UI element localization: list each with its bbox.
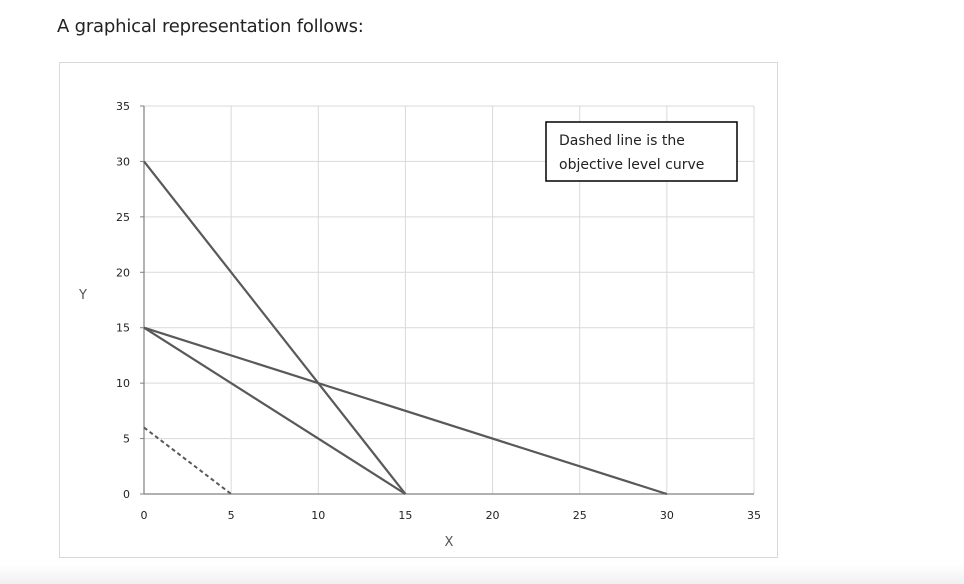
x-tick-label: 25 — [573, 509, 587, 522]
annotation-line-1: Dashed line is the — [559, 133, 685, 149]
y-tick-label: 10 — [116, 377, 130, 390]
constraint-line-3 — [143, 326, 407, 495]
x-tick-label: 20 — [486, 509, 500, 522]
intro-text: A graphical representation follows: — [57, 16, 364, 37]
series-layer — [143, 160, 668, 496]
y-tick-label: 30 — [116, 155, 130, 168]
y-tick-label: 20 — [116, 266, 130, 279]
constraint-line-1 — [143, 160, 407, 495]
annotation-line-2: objective level curve — [559, 157, 704, 173]
y-axis-title: Y — [78, 288, 87, 303]
axes-layer — [140, 105, 754, 495]
y-tick-label: 5 — [123, 433, 130, 446]
x-tick-label: 30 — [660, 509, 674, 522]
annotation-box: Dashed line is the objective level curve — [545, 121, 738, 182]
objective-level-curve-line — [143, 426, 232, 495]
y-tick-label: 35 — [116, 100, 130, 113]
annotation-border — [545, 121, 738, 182]
y-tick-label: 0 — [123, 488, 130, 501]
x-tick-label: 5 — [228, 509, 235, 522]
y-tick-label: 25 — [116, 211, 130, 224]
x-tick-label: 35 — [747, 509, 761, 522]
x-tick-label: 15 — [398, 509, 412, 522]
constraint-line-2 — [143, 326, 668, 496]
y-tick-label: 15 — [116, 322, 130, 335]
x-axis-title: X — [445, 535, 454, 550]
labels-layer: 0 5 10 15 20 25 30 35 0 5 10 15 20 25 30 35 — [116, 100, 761, 522]
x-tick-label: 10 — [311, 509, 325, 522]
x-tick-label: 0 — [141, 509, 148, 522]
